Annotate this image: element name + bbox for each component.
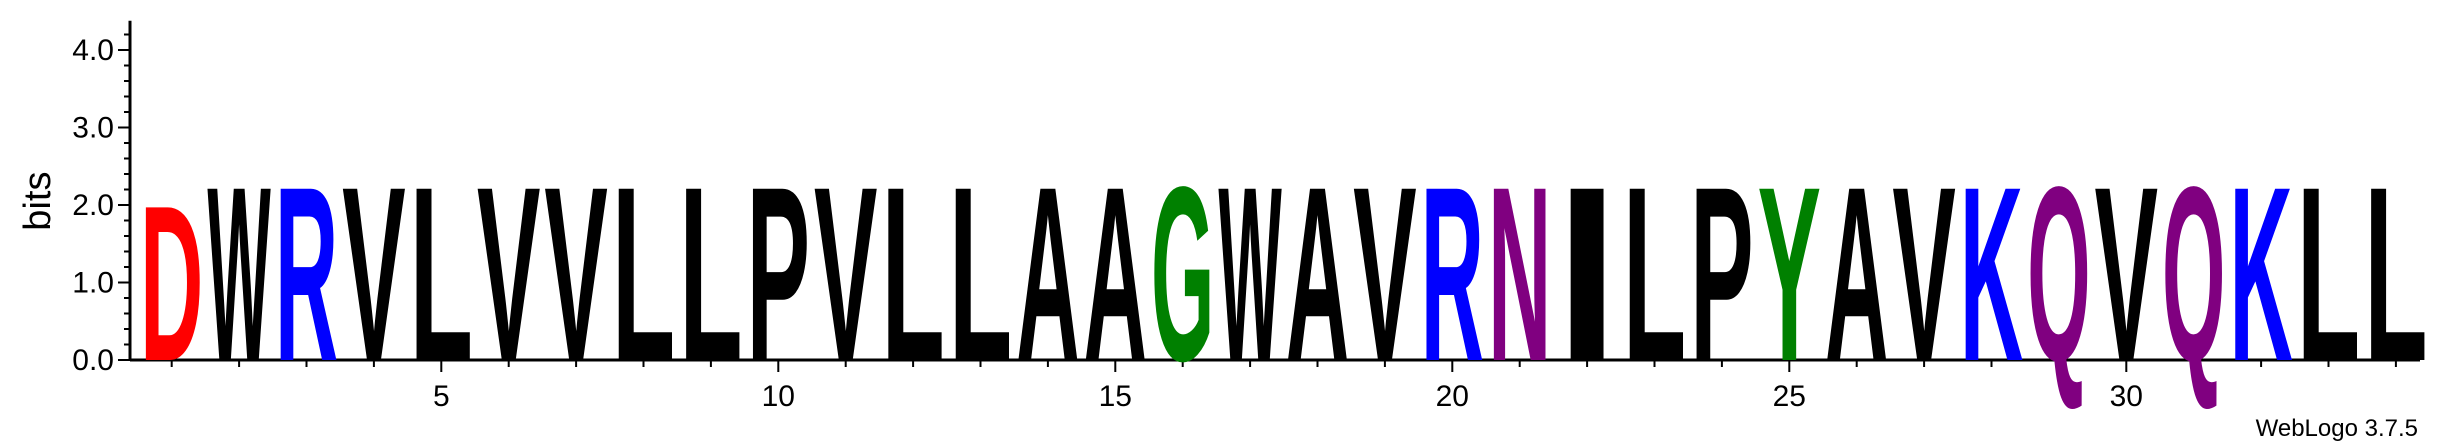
logo-letter-l: L <box>410 135 473 413</box>
logo-letter-p: P <box>1690 134 1753 413</box>
logo-letter-l: L <box>2364 135 2427 413</box>
logo-letter-v: V <box>477 134 540 413</box>
logo-letter-q: Q <box>2162 136 2225 414</box>
y-tick-label: 2.0 <box>72 189 114 222</box>
logo-letter-y: Y <box>1758 134 1821 413</box>
logo-letter-l: L <box>949 135 1012 413</box>
weblogo-credit: WebLogo 3.7.5 <box>2256 415 2418 442</box>
logo-letter-k: K <box>1960 135 2023 414</box>
logo-letter-n: N <box>1488 135 1551 414</box>
logo-letter-k: K <box>2229 135 2292 414</box>
logo-letter-g: G <box>1151 136 1214 414</box>
x-tick-label: 5 <box>433 380 450 413</box>
logo-letter-a: A <box>1825 135 1888 414</box>
logo-letter-a: A <box>1016 135 1079 414</box>
logo-letter-w: W <box>1218 135 1281 414</box>
y-tick-label: 1.0 <box>72 267 114 300</box>
logo-letter-i: I <box>1555 135 1618 413</box>
logo-letter-v: V <box>1892 134 1955 413</box>
logo-letter-l: L <box>881 135 944 413</box>
logo-letter-l: L <box>612 135 675 413</box>
y-tick-label: 4.0 <box>72 34 114 67</box>
logo-letter-l: L <box>2297 135 2360 413</box>
logo-letter-v: V <box>544 134 607 413</box>
logo-letter-r: R <box>275 135 338 414</box>
logo-letter-r: R <box>1421 135 1484 414</box>
logo-letter-v: V <box>342 134 405 413</box>
x-tick-label: 15 <box>1099 380 1132 413</box>
y-axis-label: bits <box>17 172 59 231</box>
logo-letter-q: Q <box>2027 136 2090 414</box>
logo-letter-w: W <box>207 135 270 414</box>
logo-letter-a: A <box>1286 135 1349 414</box>
y-tick-label: 3.0 <box>72 112 114 145</box>
x-tick-label: 25 <box>1773 380 1806 413</box>
logo-letter-d: D <box>140 159 203 408</box>
logo-letter-v: V <box>2095 134 2158 413</box>
logo-letter-v: V <box>1353 134 1416 413</box>
x-tick-label: 10 <box>762 380 795 413</box>
logo-letter-p: P <box>747 134 810 413</box>
x-tick-label: 20 <box>1436 380 1469 413</box>
logo-letter-l: L <box>679 135 742 413</box>
logo-letter-a: A <box>1084 135 1147 414</box>
y-axis: 0.0 1.0 2.0 3.0 4.0 <box>72 20 132 377</box>
x-axis: 5 10 15 20 25 30 <box>130 358 2420 413</box>
y-tick-label: 0.0 <box>72 344 114 377</box>
logo-letter-v: V <box>814 134 877 413</box>
logo-letter-l: L <box>1623 135 1686 413</box>
x-tick-label: 30 <box>2110 380 2143 413</box>
